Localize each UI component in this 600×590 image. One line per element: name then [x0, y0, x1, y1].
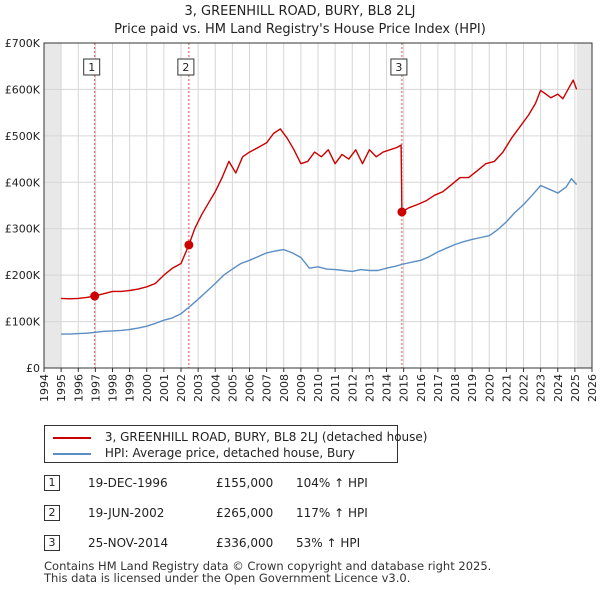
chart-title: 3, GREENHILL ROAD, BURY, BL8 2LJ	[185, 4, 416, 19]
y-tick-label: £100K	[5, 316, 41, 329]
sale-marker-label: 3	[395, 61, 402, 74]
sale-marker-box	[83, 58, 101, 76]
sale-point	[184, 240, 194, 250]
sale-row: 2 19-JUN-2002 £265,000 117% ↑ HPI	[44, 504, 404, 534]
sale-point	[90, 291, 100, 301]
shaded-range	[576, 43, 592, 368]
x-tick-label: 1998	[107, 374, 120, 402]
price-chart: 3, GREENHILL ROAD, BURY, BL8 2LJ Price p…	[5, 4, 599, 402]
sale-marker-label: 1	[88, 61, 95, 74]
footer-attribution: Contains HM Land Registry data © Crown c…	[44, 560, 491, 584]
sale-price: £265,000	[216, 506, 274, 520]
x-tick-label: 2016	[415, 374, 428, 402]
x-tick-label: 2014	[381, 374, 394, 402]
y-tick-label: £600K	[5, 83, 41, 96]
x-tick-label: 2006	[244, 374, 257, 402]
x-tick-label: 2009	[295, 374, 308, 402]
x-tick-label: 2010	[312, 374, 325, 402]
x-tick-label: 2013	[363, 374, 376, 402]
sale-pct-hpi: 104% ↑ HPI	[296, 476, 368, 490]
x-tick-label: 2004	[209, 374, 222, 402]
x-tick-label: 2025	[569, 374, 582, 402]
x-tick-label: 1994	[38, 374, 51, 402]
sale-marker-box	[177, 58, 195, 76]
x-tick-label: 2020	[483, 374, 496, 402]
x-tick-label: 2003	[192, 374, 205, 402]
footer-line-licence: This data is licensed under the Open Gov…	[44, 571, 411, 585]
x-tick-label: 1997	[89, 374, 102, 402]
legend: 3, GREENHILL ROAD, BURY, BL8 2LJ (detach…	[44, 425, 427, 463]
sale-row: 3 25-NOV-2014 £336,000 53% ↑ HPI	[44, 534, 404, 564]
sale-row: 1 19-DEC-1996 £155,000 104% ↑ HPI	[44, 474, 404, 504]
legend-label-property: 3, GREENHILL ROAD, BURY, BL8 2LJ (detach…	[104, 430, 428, 444]
x-tick-label: 2015	[398, 374, 411, 402]
x-tick-label: 1995	[55, 374, 68, 402]
sale-date: 19-JUN-2002	[88, 506, 165, 520]
sale-price: £336,000	[216, 536, 274, 550]
sale-date: 25-NOV-2014	[88, 536, 169, 550]
property-line-swatch-icon	[53, 436, 91, 439]
chart-subtitle: Price paid vs. HM Land Registry's House …	[114, 22, 486, 37]
shaded-range	[44, 43, 62, 368]
x-tick-label: 2002	[175, 374, 188, 402]
x-tick-label: 2012	[346, 374, 359, 402]
x-tick-label: 2011	[329, 374, 342, 402]
x-tick-label: 2021	[500, 374, 513, 402]
sale-pct-hpi: 117% ↑ HPI	[296, 506, 368, 520]
y-tick-label: £500K	[5, 130, 41, 143]
sale-price: £155,000	[216, 476, 274, 490]
x-tick-label: 2022	[518, 374, 531, 402]
x-tick-label: 2000	[141, 374, 154, 402]
sale-number-box: 2	[44, 505, 60, 521]
y-tick-label: £400K	[5, 176, 41, 189]
sales-table: 1 19-DEC-1996 £155,000 104% ↑ HPI 2 19-J…	[44, 474, 404, 564]
plot-frame	[43, 42, 593, 369]
x-tick-label: 2008	[278, 374, 291, 402]
y-tick-label: £300K	[5, 223, 41, 236]
sale-number-box: 3	[44, 535, 60, 551]
y-tick-label: £0	[26, 362, 40, 375]
x-tick-label: 2001	[158, 374, 171, 402]
sale-number-box: 1	[44, 475, 60, 491]
sale-point	[397, 207, 407, 217]
property-series-line	[61, 79, 578, 300]
y-tick-label: £700K	[5, 37, 41, 50]
x-tick-label: 2019	[466, 374, 479, 402]
x-tick-label: 2024	[552, 374, 565, 402]
x-tick-label: 2007	[261, 374, 274, 402]
x-tick-label: 2017	[432, 374, 445, 402]
footer-line-copyright: Contains HM Land Registry data © Crown c…	[44, 559, 492, 573]
legend-label-hpi: HPI: Average price, detached house, Bury	[104, 446, 355, 460]
y-tick-label: £200K	[5, 269, 41, 282]
x-tick-label: 2005	[226, 374, 239, 402]
x-tick-label: 1999	[124, 374, 137, 402]
sale-pct-hpi: 53% ↑ HPI	[296, 536, 361, 550]
sale-marker-label: 2	[182, 61, 189, 74]
legend-item-property: 3, GREENHILL ROAD, BURY, BL8 2LJ (detach…	[53, 429, 427, 445]
x-tick-label: 2018	[449, 374, 462, 402]
sale-marker-box	[390, 58, 408, 76]
x-tick-label: 2023	[535, 374, 548, 402]
hpi-series-line	[61, 177, 578, 335]
hpi-line-swatch-icon	[53, 452, 91, 455]
legend-item-hpi: HPI: Average price, detached house, Bury	[53, 445, 355, 461]
x-tick-label: 1996	[72, 374, 85, 402]
x-tick-label: 2026	[586, 374, 599, 402]
sale-date: 19-DEC-1996	[88, 476, 168, 490]
